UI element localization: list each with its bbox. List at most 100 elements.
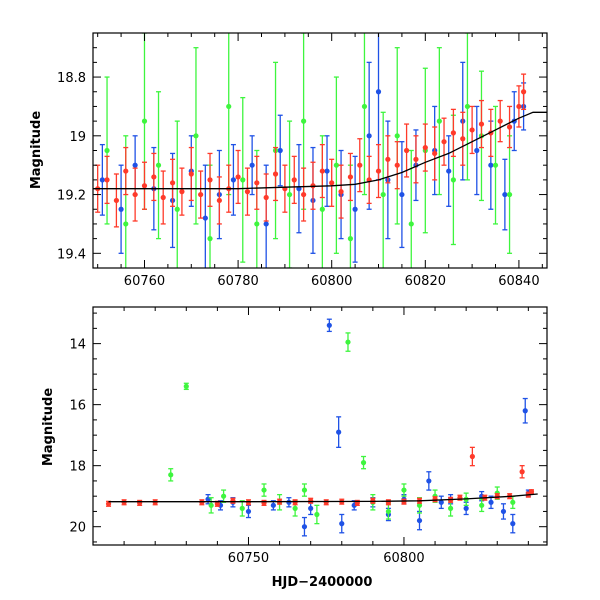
top-green-point bbox=[141, 118, 148, 124]
bottom-blue-point bbox=[488, 499, 494, 505]
top-clipped-area bbox=[93, 33, 547, 268]
bottom-red-point bbox=[528, 489, 535, 495]
top-x-tick-label: 60780 bbox=[217, 274, 258, 289]
top-red-point bbox=[132, 191, 138, 198]
top-series-red bbox=[95, 73, 527, 228]
bottom-blue-point bbox=[286, 499, 292, 505]
top-red-point bbox=[338, 189, 344, 195]
top-red-point bbox=[216, 197, 222, 204]
bottom-green-point bbox=[221, 493, 227, 499]
top-green-point bbox=[104, 147, 110, 154]
top-red-point bbox=[169, 180, 176, 186]
top-red-point bbox=[207, 177, 213, 183]
top-red-point bbox=[104, 177, 110, 183]
top-blue-point bbox=[263, 221, 269, 227]
top-y-tick-label: 19.2 bbox=[57, 189, 86, 204]
bottom-x-tick-label: 60750 bbox=[228, 551, 269, 566]
bottom-blue-point bbox=[416, 517, 423, 524]
top-red-point bbox=[403, 147, 410, 154]
top-red-point bbox=[244, 189, 251, 195]
top-red-point bbox=[160, 194, 166, 201]
top-green-point bbox=[319, 206, 325, 212]
top-red-point bbox=[254, 180, 260, 186]
bottom-red-point bbox=[292, 499, 298, 505]
bottom-green-point bbox=[168, 472, 174, 478]
bottom-plot-frame bbox=[92, 306, 548, 546]
bottom-panel: 60750 60800 14 16 18 20 Magnitude HJD−2400000 bbox=[41, 306, 548, 590]
bottom-green-point bbox=[292, 505, 298, 511]
bottom-model-curve bbox=[108, 493, 538, 503]
bottom-blue-point bbox=[326, 322, 332, 328]
top-red-point bbox=[301, 191, 307, 198]
top-red-point bbox=[450, 130, 456, 136]
top-red-point bbox=[497, 118, 503, 124]
top-green-point bbox=[408, 221, 414, 227]
top-green-point bbox=[464, 103, 471, 110]
top-red-point bbox=[506, 124, 513, 130]
bottom-green-point bbox=[510, 499, 516, 505]
bottom-blue-point bbox=[522, 408, 528, 414]
bottom-green-point bbox=[345, 339, 351, 345]
top-green-point bbox=[301, 118, 307, 124]
bottom-green-point bbox=[448, 505, 454, 511]
top-plot-data bbox=[93, 33, 547, 268]
top-x-tick-label: 60840 bbox=[498, 274, 539, 289]
top-red-point bbox=[188, 171, 194, 177]
bottom-series-green bbox=[168, 332, 516, 525]
top-red-point bbox=[235, 174, 241, 180]
bottom-red-point bbox=[105, 501, 112, 507]
top-green-point bbox=[155, 162, 162, 168]
bottom-green-point bbox=[183, 383, 189, 389]
top-y-tick-label: 19 bbox=[69, 130, 86, 145]
bottom-x-tick-label: 60800 bbox=[383, 551, 424, 566]
top-green-point bbox=[347, 236, 354, 242]
bottom-blue-point bbox=[336, 429, 342, 435]
top-blue-point bbox=[352, 206, 358, 212]
bottom-axis-ticks: 60750 60800 14 16 18 20 bbox=[69, 307, 547, 566]
top-green-point bbox=[123, 221, 129, 227]
bottom-blue-point bbox=[339, 521, 345, 527]
top-blue-point bbox=[277, 147, 283, 154]
bottom-green-point bbox=[301, 487, 308, 493]
bottom-y-tick-label: 16 bbox=[69, 399, 86, 414]
top-blue-point bbox=[399, 191, 405, 198]
top-red-point bbox=[441, 139, 447, 145]
top-blue-point bbox=[488, 162, 494, 168]
bottom-green-point bbox=[239, 505, 245, 511]
top-x-tick-label: 60800 bbox=[311, 274, 352, 289]
bottom-red-point bbox=[214, 501, 220, 507]
top-red-point bbox=[516, 103, 522, 110]
bottom-green-point bbox=[401, 487, 407, 493]
top-red-point bbox=[413, 156, 419, 162]
top-red-point bbox=[375, 168, 382, 174]
top-axis-ticks: 60760 60780 60800 60820 60840 18.8 19 19.2 19.4 bbox=[57, 32, 547, 289]
bottom-y-tick-label: 20 bbox=[69, 521, 86, 536]
bottom-green-point bbox=[360, 460, 367, 466]
top-green-point bbox=[207, 236, 213, 242]
top-blue-point bbox=[132, 162, 138, 168]
top-y-axis-label: Magnitude bbox=[29, 111, 44, 190]
bottom-y-axis-label: Magnitude bbox=[41, 388, 56, 467]
top-red-point bbox=[357, 162, 363, 168]
bottom-red-point bbox=[519, 469, 525, 475]
bottom-plot-data bbox=[105, 318, 538, 537]
top-green-point bbox=[506, 191, 513, 198]
bottom-red-point bbox=[230, 498, 236, 504]
top-red-point bbox=[272, 171, 279, 177]
top-red-point bbox=[113, 197, 120, 204]
top-blue-point bbox=[118, 206, 124, 212]
bottom-green-point bbox=[479, 502, 485, 508]
top-y-tick-label: 18.8 bbox=[57, 71, 86, 86]
top-green-point bbox=[174, 206, 180, 212]
top-x-tick-label: 60760 bbox=[124, 274, 165, 289]
bottom-blue-point bbox=[245, 508, 252, 515]
bottom-y-tick-label: 14 bbox=[69, 338, 86, 353]
bottom-blue-point bbox=[301, 524, 308, 530]
top-blue-point bbox=[99, 177, 105, 183]
bottom-red-point bbox=[432, 496, 438, 502]
bottom-green-point bbox=[314, 511, 320, 518]
bottom-blue-point bbox=[270, 502, 276, 508]
top-red-point bbox=[347, 174, 354, 180]
bottom-clipped-area bbox=[105, 318, 538, 537]
